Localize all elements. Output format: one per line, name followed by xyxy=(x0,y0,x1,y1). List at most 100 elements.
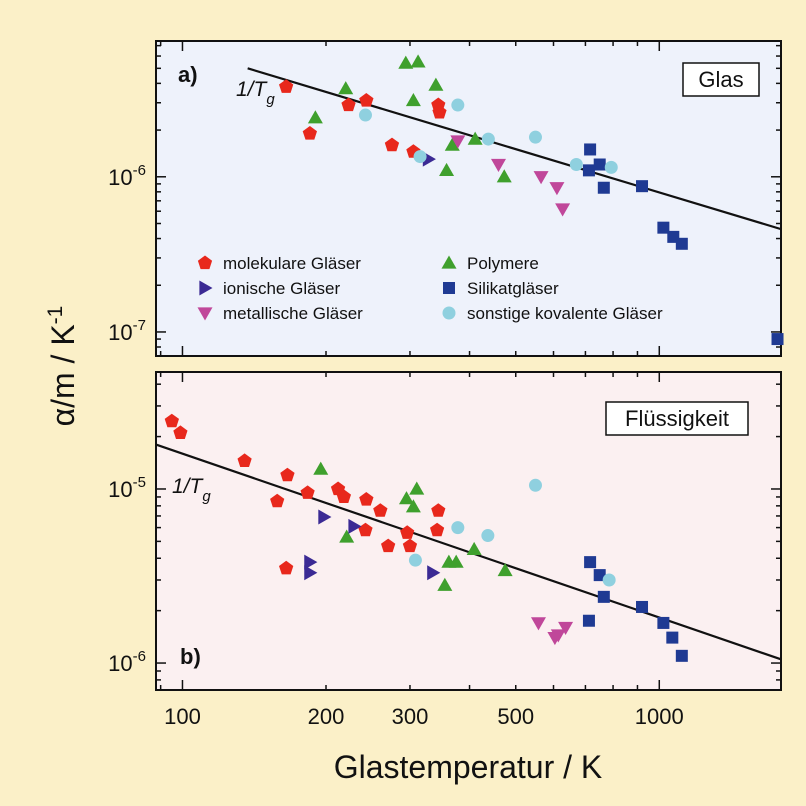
panel-b-label: Flüssigkeit xyxy=(625,406,729,431)
silikat-point xyxy=(597,590,610,603)
x-tick-label: 100 xyxy=(164,704,201,729)
molekulare-point xyxy=(302,126,317,140)
y-axis-title-exponent: -1 xyxy=(44,306,67,325)
molekulare-point xyxy=(384,137,400,152)
legend-kovalent-marker xyxy=(442,306,456,320)
legend-ionische-label: ionische Gläser xyxy=(223,279,341,298)
silikat-point xyxy=(666,631,679,644)
metallische-point xyxy=(490,158,506,173)
molekulare-point xyxy=(402,538,418,553)
y-tick-mantissa: 10 xyxy=(108,477,132,502)
kovalent-point xyxy=(481,132,495,146)
polymere-point xyxy=(409,481,425,495)
silikat-point xyxy=(582,164,595,177)
metallische-point xyxy=(558,621,574,636)
molekulare-point xyxy=(359,492,374,506)
molekulare-point xyxy=(430,522,445,537)
kovalent-point xyxy=(528,478,542,492)
silikat-point xyxy=(636,600,649,613)
fit-label-main: 1/T xyxy=(236,78,269,101)
silikat-point xyxy=(582,614,595,627)
panel-b-letter: b) xyxy=(180,644,201,669)
polymere-point xyxy=(497,563,513,577)
y-tick-exponent: -5 xyxy=(133,474,146,491)
polymere-point xyxy=(338,81,354,95)
fit-label-sub: g xyxy=(202,488,211,505)
polymere-point xyxy=(428,77,444,91)
x-tick-labels: 100 200 300 500 1000 xyxy=(164,704,684,729)
panel-glass: 10-610-7 a) 1/Tg Glas molekulare Gläser P… xyxy=(108,40,784,357)
1-over-tg-fit-line xyxy=(247,67,782,231)
polymere-point xyxy=(307,110,323,124)
y-tick-exponent: -6 xyxy=(133,162,146,179)
y-axis-title-main: α/m / K xyxy=(45,324,81,426)
y-tick-label: 10-6 xyxy=(108,162,146,190)
molekulare-point xyxy=(279,79,294,93)
silikat-point xyxy=(593,569,606,582)
molekulare-point xyxy=(381,538,396,553)
panel-liquid: 10-510-6 b) 1/Tg Flüssigkeit 100 200 300 50… xyxy=(108,371,782,729)
metallische-point xyxy=(533,171,549,185)
polymere-point xyxy=(444,137,460,151)
legend-metallische-marker xyxy=(197,307,213,321)
panel-a-fit-line xyxy=(247,67,782,231)
ionische-point xyxy=(318,509,332,525)
molekulare-point xyxy=(359,93,374,107)
molekulare-point xyxy=(431,503,446,517)
x-tick-label: 300 xyxy=(392,704,429,729)
polymere-point xyxy=(466,541,482,555)
x-axis-title: Glastemperatur / K xyxy=(334,749,603,785)
kovalent-point xyxy=(528,130,542,144)
molekulare-point xyxy=(279,560,294,575)
silikat-point xyxy=(675,649,688,662)
fit-label-sub: g xyxy=(266,91,275,108)
y-tick-mantissa: 10 xyxy=(108,651,132,676)
metallische-point xyxy=(555,203,571,217)
molekulare-point xyxy=(300,485,315,499)
metallische-point xyxy=(450,135,466,149)
x-tick-label: 1000 xyxy=(635,704,684,729)
legend-kovalent-label: sonstige kovalente Gläser xyxy=(467,304,663,323)
legend-metallische-label: metallische Gläser xyxy=(223,304,363,323)
molekulare-point xyxy=(373,503,388,517)
polymere-point xyxy=(410,54,426,68)
ionische-point xyxy=(304,554,318,570)
metallische-point xyxy=(549,182,565,196)
x-tick-label: 500 xyxy=(497,704,534,729)
panel-a-label-box xyxy=(682,62,760,97)
molekulare-point xyxy=(164,413,179,428)
molekulare-point xyxy=(237,453,252,467)
kovalent-point xyxy=(451,521,465,535)
silikat-point xyxy=(657,616,670,629)
kovalent-point xyxy=(602,573,616,587)
silikat-point xyxy=(657,221,670,234)
panel-b-fit-label: 1/Tg xyxy=(172,475,211,505)
legend-silikat-label: Silikatgläser xyxy=(467,279,559,298)
polymere-point xyxy=(405,499,421,513)
legend-polymere-label: Polymere xyxy=(467,254,539,273)
y-tick-exponent: -6 xyxy=(133,648,146,665)
polymere-point xyxy=(496,169,512,183)
ionische-point xyxy=(427,565,441,581)
kovalent-point xyxy=(413,150,427,164)
ionische-point xyxy=(304,565,318,581)
molekulare-point xyxy=(173,425,188,439)
y-tick-mantissa: 10 xyxy=(108,320,132,345)
kovalent-point xyxy=(451,98,465,112)
polymere-point xyxy=(313,461,329,475)
polymere-point xyxy=(467,131,483,145)
polymere-point xyxy=(439,162,455,176)
legend-ionische-marker xyxy=(199,280,213,296)
polymere-point xyxy=(405,93,421,107)
kovalent-point xyxy=(569,158,583,172)
molekulare-point xyxy=(400,525,415,539)
panel-a-fit-label: 1/Tg xyxy=(236,78,275,108)
kovalent-point xyxy=(408,553,422,567)
panel-b-ticks: 10-510-6 xyxy=(108,372,781,690)
legend-molekulare-label: molekulare Gläser xyxy=(223,254,361,273)
kovalent-point xyxy=(358,108,372,122)
molekulare-point xyxy=(270,493,285,508)
polymere-point xyxy=(398,55,414,69)
y-tick-label: 10-7 xyxy=(108,317,146,345)
